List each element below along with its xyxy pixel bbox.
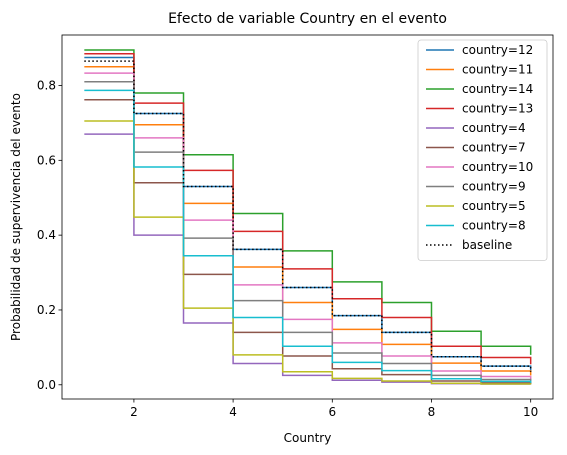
axes-frame	[61, 34, 554, 400]
legend-label: country=4	[462, 121, 526, 135]
legend-label: baseline	[462, 238, 512, 252]
legend: country=12 country=11 country=14 country=13…	[417, 39, 548, 261]
x-tick-label: 2	[130, 405, 138, 419]
series-line-country-9	[84, 81, 532, 382]
y-axis-label: Probabilidad de supervivencia del evento	[9, 93, 23, 341]
series-line-country-13	[84, 52, 532, 365]
x-tick-label: 6	[328, 405, 336, 419]
series-line-baseline	[84, 60, 532, 372]
series-line-country-10	[84, 72, 532, 380]
y-tick-label: 0.6	[37, 153, 56, 167]
x-tick-label: 10	[523, 405, 538, 419]
x-axis-label: Country	[284, 431, 332, 445]
legend-label: country=10	[462, 160, 533, 174]
y-tick-label: 0.2	[37, 303, 56, 317]
chart-title: Efecto de variable Country en el evento	[168, 11, 447, 27]
y-tick-label: 0.0	[37, 378, 56, 392]
legend-label: country=5	[462, 199, 526, 213]
legend-label: country=7	[462, 141, 526, 155]
legend-label: country=8	[462, 219, 526, 233]
y-tick-label: 0.4	[37, 228, 56, 242]
x-tick-label: 8	[428, 405, 436, 419]
legend-label: country=14	[462, 82, 533, 96]
plot-area	[84, 49, 532, 385]
series-line-country-14	[84, 49, 532, 355]
legend-label: country=13	[462, 102, 533, 116]
legend-label: country=9	[462, 180, 526, 194]
legend-label: country=11	[462, 63, 533, 77]
legend-label: country=12	[462, 43, 533, 57]
x-tick-label: 4	[229, 405, 237, 419]
axes: 2 4 6 8 10 0.0 0.2 0.4 0.6 0.8	[37, 34, 554, 419]
y-tick-label: 0.8	[37, 79, 56, 93]
